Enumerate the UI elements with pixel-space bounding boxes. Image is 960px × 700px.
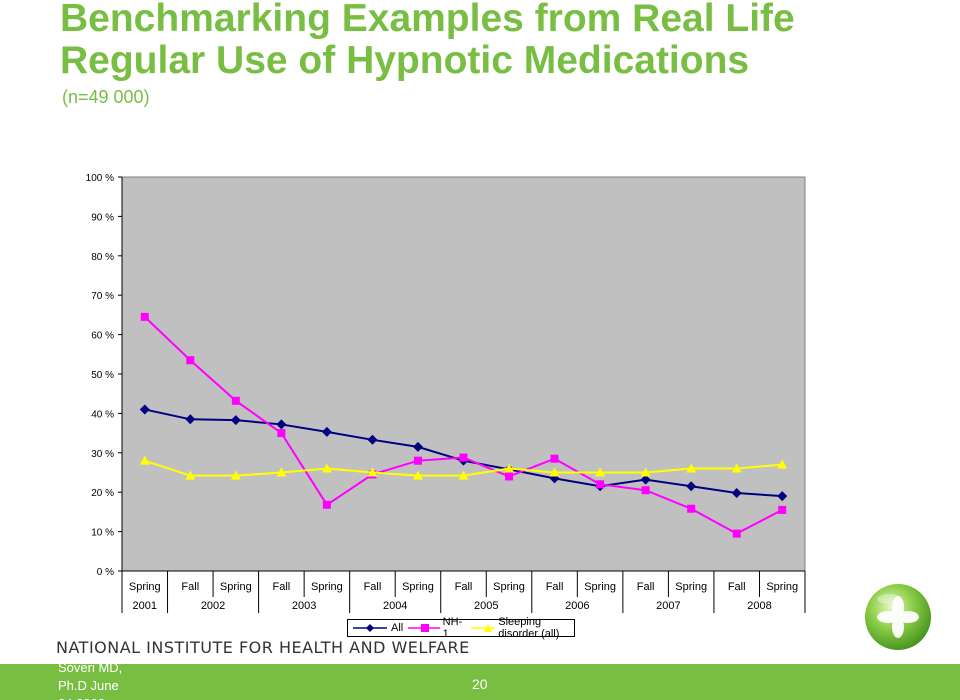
y-tick-label: 20 % [91, 488, 114, 499]
data-point-nh-1 [231, 396, 240, 405]
author-info: Soveri MD, Ph.D June 24 2008 [58, 660, 123, 700]
institute-name: NATIONAL INSTITUTE FOR HEALTH AND WELFAR… [56, 638, 470, 657]
data-point-sleeping-disorder-all [731, 463, 742, 473]
data-point-sleeping-disorder-all [458, 470, 469, 480]
page-number: 20 [472, 676, 488, 692]
x-tick-label: Spring [220, 581, 252, 593]
data-point-all [185, 414, 196, 425]
data-point-sleeping-disorder-all [549, 467, 560, 477]
x-group-label: 2002 [201, 600, 225, 612]
slide-title: Benchmarking Examples from Real Life Reg… [60, 0, 795, 82]
data-point-nh-1 [505, 472, 514, 481]
x-group-label: 2004 [383, 600, 407, 612]
data-point-nh-1 [550, 454, 559, 463]
data-point-nh-1 [322, 500, 331, 509]
y-tick-label: 40 % [91, 409, 114, 420]
x-tick-label: Fall [637, 581, 655, 593]
legend-item-nh1: NH-1 [407, 616, 466, 640]
data-point-all [367, 434, 378, 445]
y-tick-label: 70 % [91, 291, 114, 302]
data-point-all [777, 491, 788, 502]
y-tick-label: 50 % [91, 370, 114, 381]
legend-label-all: All [391, 622, 404, 634]
data-point-sleeping-disorder-all [504, 463, 515, 473]
x-tick-label: Spring [311, 581, 343, 593]
data-point-all [139, 404, 150, 415]
x-group-label: 2003 [292, 600, 316, 612]
x-tick-label: Fall [272, 581, 290, 593]
data-point-all [686, 481, 697, 492]
data-point-nh-1 [277, 429, 286, 438]
x-group-label: 2007 [656, 600, 680, 612]
data-point-all [412, 441, 423, 452]
x-tick-label: Spring [675, 581, 707, 593]
x-group-label: 2008 [747, 600, 771, 612]
legend-swatch-nh1 [408, 624, 440, 632]
data-point-sleeping-disorder-all [412, 470, 423, 480]
data-point-all [276, 419, 287, 430]
x-group-label: 2005 [474, 600, 498, 612]
legend-item-sleeping-disorder: Sleeping disorder (all) [470, 616, 574, 640]
data-point-nh-1 [778, 505, 787, 514]
x-tick-label: Fall [728, 581, 746, 593]
x-tick-label: Fall [455, 581, 473, 593]
data-point-sleeping-disorder-all [276, 467, 287, 477]
data-point-sleeping-disorder-all [640, 467, 651, 477]
data-point-nh-1 [641, 486, 650, 495]
legend-item-all: All [352, 622, 403, 634]
x-tick-label: Spring [129, 581, 161, 593]
title-line-2: Regular Use of Hypnotic Medications [60, 39, 750, 82]
x-group-label: 2006 [565, 600, 589, 612]
plot-area [121, 176, 806, 572]
data-point-sleeping-disorder-all [230, 470, 241, 480]
data-point-all [321, 426, 332, 437]
data-point-sleeping-disorder-all [367, 467, 378, 477]
legend-label-nh1: NH-1 [442, 616, 463, 640]
y-tick-label: 30 % [91, 449, 114, 460]
chart-legend: All NH-1 Sleeping disorder (all) [347, 616, 575, 640]
x-tick-label: Spring [402, 581, 434, 593]
x-tick-label: Spring [766, 581, 798, 593]
y-tick-label: 0 % [97, 567, 114, 578]
legend-label-sleeping-disorder: Sleeping disorder (all) [498, 616, 560, 640]
slide-subtitle: (n=49 000) [62, 87, 150, 107]
data-point-nh-1 [459, 453, 468, 462]
line-chart: 0 % 10 % 20 % 30 % 40 % 50 % 60 % 70 % 80 % 90 % 1… [86, 173, 806, 613]
x-tick-label: Spring [493, 581, 525, 593]
data-point-sleeping-disorder-all [777, 459, 788, 469]
y-tick-label: 90 % [91, 212, 114, 223]
data-point-nh-1 [413, 456, 422, 465]
data-point-nh-1 [140, 312, 149, 321]
title-line-1: Benchmarking Examples from Real Life [60, 0, 795, 40]
y-tick-label: 10 % [91, 528, 114, 539]
data-point-nh-1 [732, 529, 741, 538]
data-point-all [230, 415, 241, 426]
data-point-nh-1 [596, 480, 605, 489]
legend-swatch-sleeping-disorder [470, 624, 496, 632]
x-tick-label: Spring [584, 581, 616, 593]
x-tick-label: Fall [364, 581, 382, 593]
x-tick-label: Fall [181, 581, 199, 593]
data-point-all [731, 487, 742, 498]
y-tick-label: 80 % [91, 252, 114, 263]
data-point-sleeping-disorder-all [321, 463, 332, 473]
data-point-sleeping-disorder-all [185, 470, 196, 480]
footer-band [0, 664, 960, 700]
legend-swatch-all [353, 624, 387, 632]
data-point-sleeping-disorder-all [139, 455, 150, 465]
x-tick-label: Fall [546, 581, 564, 593]
y-tick-label: 100 % [86, 173, 114, 184]
data-point-sleeping-disorder-all [595, 467, 606, 477]
data-point-sleeping-disorder-all [686, 463, 697, 473]
data-point-nh-1 [687, 504, 696, 513]
institute-logo-icon [865, 584, 931, 650]
y-tick-label: 60 % [91, 331, 114, 342]
data-point-nh-1 [186, 356, 195, 365]
data-point-all [640, 474, 651, 485]
x-group-label: 2001 [133, 600, 157, 612]
